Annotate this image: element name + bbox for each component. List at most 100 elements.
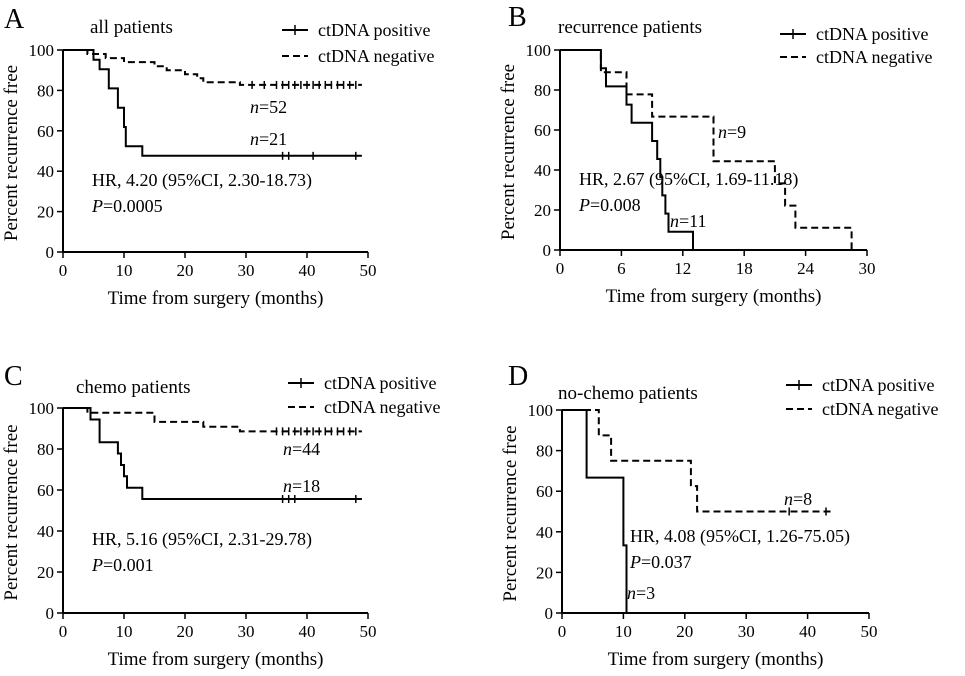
y-tick-label: 100 [29, 41, 55, 60]
series-line-ctdna-positive [63, 49, 362, 157]
x-tick-label: 20 [676, 622, 693, 641]
legend-label: ctDNA negative [324, 397, 440, 417]
x-tick-label: 40 [299, 622, 316, 641]
y-tick-label: 80 [37, 81, 54, 100]
p-value-text: P=0.0005 [91, 196, 163, 216]
x-tick-label: 40 [799, 622, 816, 641]
y-tick-label: 60 [37, 122, 54, 141]
panel-label: C [4, 361, 23, 392]
n-label: n=8 [784, 489, 812, 509]
panel-label: A [4, 4, 25, 35]
n-label: n=11 [670, 211, 706, 231]
y-tick-label: 0 [545, 604, 554, 623]
y-axis-label: Percent recurrence free [1, 65, 22, 241]
x-tick-label: 10 [116, 261, 133, 280]
legend-label: ctDNA positive [318, 20, 431, 40]
y-tick-label: 20 [534, 201, 551, 220]
panel-subtitle: chemo patients [76, 377, 191, 398]
x-tick-label: 30 [738, 622, 755, 641]
panel-subtitle: all patients [90, 17, 173, 38]
x-tick-label: 30 [859, 259, 876, 278]
y-tick-label: 80 [534, 81, 551, 100]
series-line-ctdna-negative [63, 49, 362, 86]
n-label: n=3 [627, 583, 655, 603]
x-tick-label: 20 [177, 261, 194, 280]
y-axis-label: Percent recurrence free [498, 64, 519, 240]
y-tick-label: 100 [528, 401, 554, 420]
y-axis-label: Percent recurrence free [500, 425, 521, 601]
n-label: n=18 [283, 476, 320, 496]
y-tick-label: 80 [536, 442, 553, 461]
x-tick-label: 50 [360, 622, 377, 641]
y-tick-label: 40 [534, 161, 551, 180]
y-tick-label: 100 [29, 399, 55, 418]
x-tick-label: 12 [674, 259, 691, 278]
x-tick-label: 30 [238, 622, 255, 641]
y-axis-label: Percent recurrence free [1, 424, 22, 600]
x-tick-label: 50 [360, 261, 377, 280]
y-tick-label: 0 [543, 241, 552, 260]
y-tick-label: 40 [37, 162, 54, 181]
x-tick-label: 10 [116, 622, 133, 641]
hazard-ratio-text: HR, 4.20 (95%CI, 2.30-18.73) [92, 170, 312, 191]
n-label: n=21 [250, 129, 287, 149]
x-tick-label: 0 [556, 259, 565, 278]
x-tick-label: 24 [797, 259, 815, 278]
panel-subtitle: recurrence patients [558, 17, 702, 38]
x-tick-label: 10 [615, 622, 632, 641]
y-tick-label: 40 [536, 523, 553, 542]
y-tick-label: 20 [37, 563, 54, 582]
y-tick-label: 60 [37, 481, 54, 500]
panel-label: B [508, 2, 527, 33]
x-tick-label: 0 [558, 622, 567, 641]
x-tick-label: 0 [59, 622, 68, 641]
y-tick-label: 0 [46, 604, 55, 623]
series-line-ctdna-negative [562, 409, 833, 513]
hazard-ratio-text: HR, 4.08 (95%CI, 1.26-75.05) [630, 526, 850, 547]
km-panel-d: Dno-chemo patients 0 10 20 30 40 50 0 20 40 60 80 10… [500, 361, 938, 670]
legend-label: ctDNA negative [816, 47, 932, 67]
p-value-text: P=0.001 [91, 555, 154, 575]
series-line-ctdna-positive [63, 407, 362, 500]
p-value-text: P=0.008 [578, 195, 641, 215]
y-tick-label: 20 [37, 203, 54, 222]
y-tick-label: 20 [536, 563, 553, 582]
n-label: n=9 [718, 122, 746, 142]
legend-label: ctDNA positive [324, 373, 437, 393]
x-tick-label: 6 [617, 259, 626, 278]
x-tick-label: 0 [59, 261, 68, 280]
x-axis-label: Time from surgery (months) [108, 288, 324, 309]
y-tick-label: 60 [534, 121, 551, 140]
x-axis-label: Time from surgery (months) [606, 286, 822, 307]
x-axis-label: Time from surgery (months) [608, 649, 824, 670]
hazard-ratio-text: HR, 2.67 (95%CI, 1.69-11.18) [579, 169, 798, 190]
series-line-ctdna-negative [63, 407, 362, 433]
y-tick-label: 0 [46, 243, 55, 262]
n-label: n=52 [250, 97, 287, 117]
y-tick-label: 40 [37, 522, 54, 541]
y-tick-label: 100 [526, 41, 552, 60]
y-tick-label: 60 [536, 482, 553, 501]
x-tick-label: 50 [861, 622, 878, 641]
panel-label: D [508, 361, 528, 392]
x-tick-label: 30 [238, 261, 255, 280]
legend-label: ctDNA negative [822, 399, 938, 419]
series-line-ctdna-positive [562, 409, 628, 613]
hazard-ratio-text: HR, 5.16 (95%CI, 2.31-29.78) [92, 529, 312, 550]
n-label: n=44 [283, 439, 320, 459]
x-tick-label: 20 [177, 622, 194, 641]
x-tick-label: 40 [299, 261, 316, 280]
y-tick-label: 80 [37, 440, 54, 459]
panel-subtitle: no-chemo patients [558, 383, 698, 404]
legend-label: ctDNA negative [318, 46, 434, 66]
legend-label: ctDNA positive [822, 375, 935, 395]
series-line-ctdna-negative [560, 49, 853, 250]
p-value-text: P=0.037 [629, 552, 692, 572]
x-axis-label: Time from surgery (months) [108, 649, 324, 670]
x-tick-label: 18 [736, 259, 753, 278]
legend-label: ctDNA positive [816, 24, 929, 44]
